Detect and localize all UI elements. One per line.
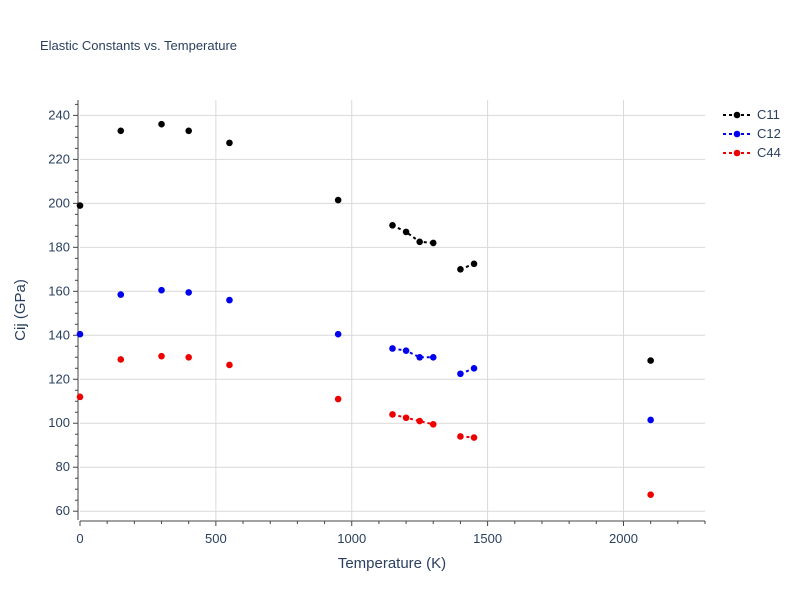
data-point — [158, 120, 165, 128]
data-point — [470, 364, 478, 372]
data-point — [402, 228, 410, 236]
legend-item-c44[interactable]: C44 — [723, 145, 781, 160]
data-point — [457, 370, 464, 378]
y-tick-label: 160 — [48, 283, 70, 298]
x-axis-title: Temperature (K) — [338, 555, 446, 572]
data-point — [226, 361, 233, 369]
axes: 60 80 100 120 140 160 180 200 220 240 0 500 1000 1500… — [48, 100, 706, 546]
y-tick-label: 100 — [48, 415, 70, 430]
data-point — [389, 345, 396, 352]
data-point — [389, 411, 396, 418]
data-point — [76, 330, 84, 338]
data-point — [429, 239, 437, 247]
data-point — [226, 139, 233, 147]
y-tick-label: 240 — [48, 107, 70, 122]
y-tick-label: 140 — [48, 327, 70, 342]
x-tick-label: 1000 — [337, 531, 366, 546]
y-tick-label: 60 — [56, 503, 70, 518]
data-point — [334, 395, 342, 403]
data-point — [647, 491, 654, 499]
legend-label: C44 — [757, 145, 781, 160]
legend[interactable]: C11 C12 C44 — [723, 107, 781, 160]
data-point — [647, 416, 654, 424]
data-point — [647, 357, 654, 364]
data-point — [117, 291, 125, 298]
data-point — [416, 417, 423, 425]
data-point — [185, 289, 192, 296]
series-c12 — [76, 286, 654, 424]
x-tick-label: 0 — [76, 531, 83, 546]
data-point — [389, 222, 396, 229]
chart-title: Elastic Constants vs. Temperature — [40, 38, 237, 53]
legend-label: C11 — [757, 107, 780, 122]
y-tick-label: 220 — [48, 151, 70, 166]
y-tick-label: 80 — [56, 459, 70, 474]
legend-item-c12[interactable]: C12 — [723, 126, 781, 141]
legend-marker-swatch — [733, 111, 741, 119]
series-line-segment — [392, 347, 434, 359]
data-point — [117, 127, 125, 135]
y-axis-title: Cij (GPa) — [12, 279, 29, 341]
data-point — [185, 353, 192, 361]
data-point — [334, 330, 342, 338]
y-tick-label: 180 — [48, 239, 70, 254]
legend-marker-swatch — [733, 130, 741, 138]
legend-item-c11[interactable]: C11 — [723, 107, 780, 122]
series-c11 — [76, 120, 654, 364]
data-point — [416, 353, 423, 361]
y-tick-label: 120 — [48, 371, 70, 386]
data-point — [429, 421, 437, 428]
data-point — [158, 352, 165, 360]
data-point — [185, 127, 192, 135]
y-tick-label: 200 — [48, 195, 70, 210]
x-tick-label: 1500 — [473, 531, 502, 546]
data-point — [457, 433, 464, 440]
data-point — [402, 347, 410, 354]
data-point — [402, 414, 410, 422]
series-line-segment — [392, 224, 434, 244]
data-point — [429, 353, 437, 361]
data-point — [76, 393, 84, 401]
data-point — [457, 266, 464, 273]
grid-lines — [80, 100, 705, 520]
data-point — [416, 238, 423, 246]
legend-label: C12 — [757, 126, 781, 141]
series-line-segment — [392, 413, 434, 426]
series-layer — [76, 120, 654, 499]
data-point — [470, 260, 478, 268]
data-point — [117, 356, 125, 363]
data-point — [334, 196, 342, 204]
legend-marker-swatch — [733, 149, 741, 157]
data-point — [76, 202, 84, 209]
data-point — [226, 296, 233, 304]
data-point — [158, 286, 165, 294]
x-tick-label: 500 — [205, 531, 227, 546]
data-point — [470, 434, 478, 441]
series-c44 — [76, 352, 654, 499]
x-tick-label: 2000 — [609, 531, 638, 546]
